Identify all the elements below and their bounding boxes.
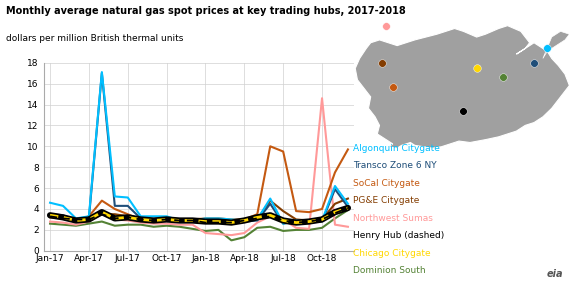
Text: SoCal Citygate: SoCal Citygate: [353, 179, 420, 188]
Polygon shape: [543, 31, 569, 58]
Text: eia: eia: [547, 269, 564, 279]
Text: dollars per million British thermal units: dollars per million British thermal unit…: [6, 34, 183, 43]
Text: Chicago Citygate: Chicago Citygate: [353, 249, 431, 258]
Text: PG&E Citygate: PG&E Citygate: [353, 196, 419, 205]
Text: Algonquin Citygate: Algonquin Citygate: [353, 144, 440, 153]
Text: Northwest Sumas: Northwest Sumas: [353, 214, 433, 223]
Text: Henry Hub (dashed): Henry Hub (dashed): [353, 231, 444, 240]
Text: Dominion South: Dominion South: [353, 266, 426, 275]
Text: Transco Zone 6 NY: Transco Zone 6 NY: [353, 161, 437, 170]
Polygon shape: [355, 26, 569, 148]
Text: Monthly average natural gas spot prices at key trading hubs, 2017-2018: Monthly average natural gas spot prices …: [6, 6, 406, 16]
